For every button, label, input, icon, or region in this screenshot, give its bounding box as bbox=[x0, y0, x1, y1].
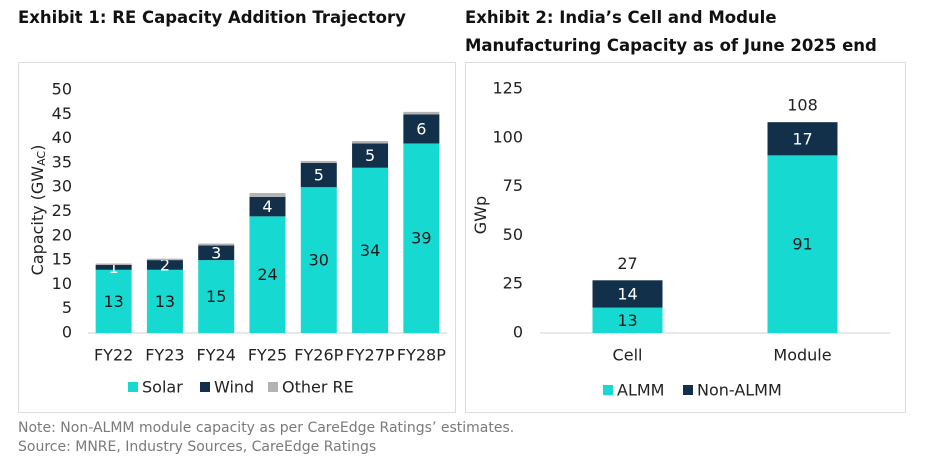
y-tick-label: 0 bbox=[513, 323, 523, 342]
y-axis-label: Capacity (GWAC) bbox=[28, 145, 49, 276]
panel bbox=[465, 62, 906, 413]
y-tick-label: 0 bbox=[62, 323, 72, 342]
y-axis-label-sub: AC bbox=[35, 151, 48, 166]
y-tick-label: 45 bbox=[52, 104, 72, 123]
data-label: 24 bbox=[257, 265, 277, 284]
total-label: 108 bbox=[787, 96, 818, 115]
bar-segment bbox=[146, 258, 183, 261]
x-tick-label: FY27P bbox=[346, 346, 395, 365]
data-label: 13 bbox=[103, 292, 123, 311]
bar-segment bbox=[352, 167, 389, 333]
bar-segment bbox=[767, 122, 838, 156]
bar-segment bbox=[767, 155, 838, 333]
data-label: 15 bbox=[206, 287, 226, 306]
data-label: 1 bbox=[109, 258, 119, 277]
legend-label: Solar bbox=[142, 378, 183, 397]
bar-segment bbox=[146, 260, 183, 270]
bar-segment bbox=[198, 245, 235, 261]
y-tick-label: 50 bbox=[503, 225, 523, 244]
bar-segment bbox=[300, 162, 337, 188]
y-tick-label: 15 bbox=[52, 250, 72, 269]
data-label: 34 bbox=[360, 241, 380, 260]
chart-title: Exhibit 1: RE Capacity Addition Trajecto… bbox=[18, 8, 406, 27]
x-tick-label: FY28P bbox=[397, 346, 446, 365]
y-tick-label: 30 bbox=[52, 177, 72, 196]
chart-title: Exhibit 2: India’s Cell and Module Manuf… bbox=[465, 8, 877, 55]
bar-segment bbox=[198, 260, 235, 333]
data-label: 5 bbox=[365, 146, 375, 165]
y-tick-label: 10 bbox=[52, 274, 72, 293]
panel bbox=[18, 62, 456, 413]
y-axis-label-part: GWp bbox=[471, 196, 490, 234]
note: Note: Non-ALMM module capacity as per Ca… bbox=[18, 420, 515, 436]
x-tick-label: FY24 bbox=[197, 346, 236, 365]
bar-segment bbox=[592, 280, 663, 308]
legend-swatch bbox=[200, 382, 210, 392]
bar-segment bbox=[300, 160, 337, 163]
bar-segment bbox=[249, 216, 286, 333]
bar-segment bbox=[198, 243, 235, 246]
y-tick-label: 35 bbox=[52, 152, 72, 171]
x-tick-label: FY23 bbox=[145, 346, 184, 365]
data-label: 13 bbox=[617, 311, 637, 330]
note: Source: MNRE, Industry Sources, CareEdge… bbox=[18, 439, 377, 455]
y-tick-label: 25 bbox=[52, 201, 72, 220]
y-tick-label: 125 bbox=[492, 79, 523, 98]
bar-segment bbox=[95, 269, 132, 333]
data-label: 3 bbox=[211, 243, 221, 262]
bar-segment bbox=[403, 111, 440, 115]
y-tick-label: 40 bbox=[52, 128, 72, 147]
x-tick-label: FY25 bbox=[248, 346, 287, 365]
legend-swatch bbox=[683, 385, 693, 395]
bar-segment bbox=[352, 143, 389, 168]
bar-segment bbox=[352, 141, 389, 144]
y-axis-label: GWp bbox=[471, 196, 490, 234]
data-label: 14 bbox=[617, 284, 637, 303]
bar-segment bbox=[592, 307, 663, 333]
data-label: 5 bbox=[314, 166, 324, 185]
data-label: 6 bbox=[416, 119, 426, 138]
data-label: 17 bbox=[792, 129, 812, 148]
legend-swatch bbox=[128, 382, 138, 392]
y-tick-label: 5 bbox=[62, 298, 72, 317]
bar-segment bbox=[95, 263, 132, 265]
x-tick-label: FY26P bbox=[294, 346, 343, 365]
total-label: 27 bbox=[617, 254, 637, 273]
data-label: 91 bbox=[792, 235, 812, 254]
x-tick-label: Cell bbox=[613, 346, 643, 365]
bar-segment bbox=[403, 143, 440, 333]
y-tick-label: 75 bbox=[503, 176, 523, 195]
y-tick-label: 20 bbox=[52, 225, 72, 244]
bar-segment bbox=[146, 269, 183, 333]
y-axis-label-part: ) bbox=[28, 145, 47, 151]
bar-segment bbox=[95, 264, 132, 270]
legend-label: Other RE bbox=[282, 378, 354, 397]
data-label: 13 bbox=[155, 292, 175, 311]
bar-segment bbox=[300, 187, 337, 333]
legend-label: Wind bbox=[214, 378, 254, 397]
y-tick-label: 25 bbox=[503, 274, 523, 293]
y-tick-label: 50 bbox=[52, 80, 72, 99]
legend-label: Non-ALMM bbox=[697, 381, 782, 400]
bar-segment bbox=[249, 193, 286, 197]
legend-swatch bbox=[603, 385, 613, 395]
legend-label: ALMM bbox=[617, 381, 664, 400]
bar-segment bbox=[403, 114, 440, 144]
data-label: 39 bbox=[411, 229, 431, 248]
legend-swatch bbox=[268, 382, 278, 392]
data-label: 2 bbox=[160, 255, 170, 274]
data-label: 4 bbox=[262, 197, 272, 216]
x-tick-label: Module bbox=[773, 346, 831, 365]
y-tick-label: 100 bbox=[492, 127, 523, 146]
bar-segment bbox=[249, 196, 286, 217]
data-label: 30 bbox=[309, 251, 329, 270]
x-tick-label: FY22 bbox=[94, 346, 133, 365]
y-axis-label-part: Capacity (GW bbox=[28, 166, 47, 276]
